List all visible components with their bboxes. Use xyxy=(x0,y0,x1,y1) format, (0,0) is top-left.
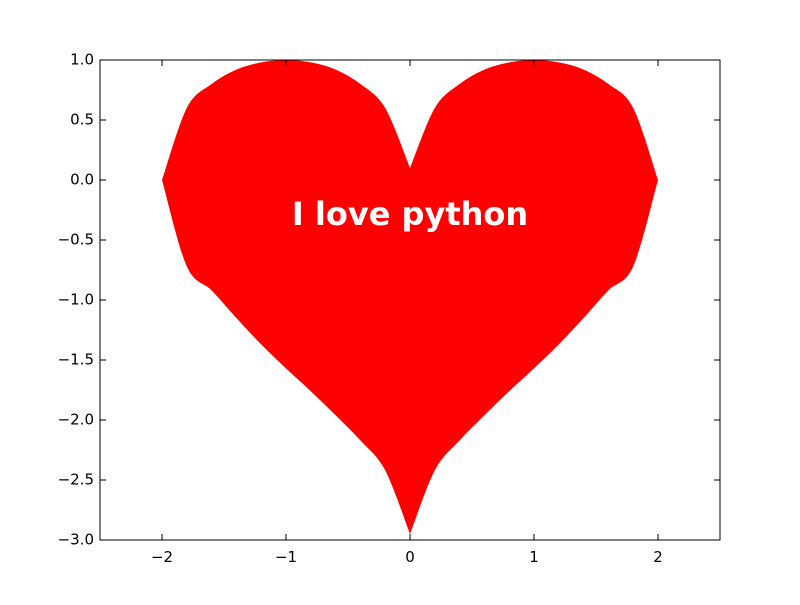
x-tick-label: −2 xyxy=(151,548,173,566)
x-tick-label: −1 xyxy=(275,548,297,566)
fill-layer xyxy=(162,60,658,534)
y-tick-label: 0.5 xyxy=(70,111,94,129)
y-tick-label: −3.0 xyxy=(58,531,94,549)
y-tick-label: −0.5 xyxy=(58,231,94,249)
annotation-layer: I love python xyxy=(292,195,528,233)
annotation-text: I love python xyxy=(292,195,528,233)
y-tick-label: 0.0 xyxy=(70,171,94,189)
y-tick-label: −1.5 xyxy=(58,351,94,369)
ticks-layer: −2 −1 0 1 2 1.0 0.5 0.0 −0.5 −1.0 −1.5 −2.0 −2.5 −3.0 xyxy=(58,51,720,566)
heart-area-series-0 xyxy=(162,60,658,534)
y-tick-label: −2.0 xyxy=(58,411,94,429)
y-tick-label: −1.0 xyxy=(58,291,94,309)
x-tick-label: 2 xyxy=(653,548,663,566)
y-tick-label: 1.0 xyxy=(70,51,94,69)
y-tick-label: −2.5 xyxy=(58,471,94,489)
x-tick-label: 0 xyxy=(405,548,415,566)
x-tick-label: 1 xyxy=(529,548,539,566)
